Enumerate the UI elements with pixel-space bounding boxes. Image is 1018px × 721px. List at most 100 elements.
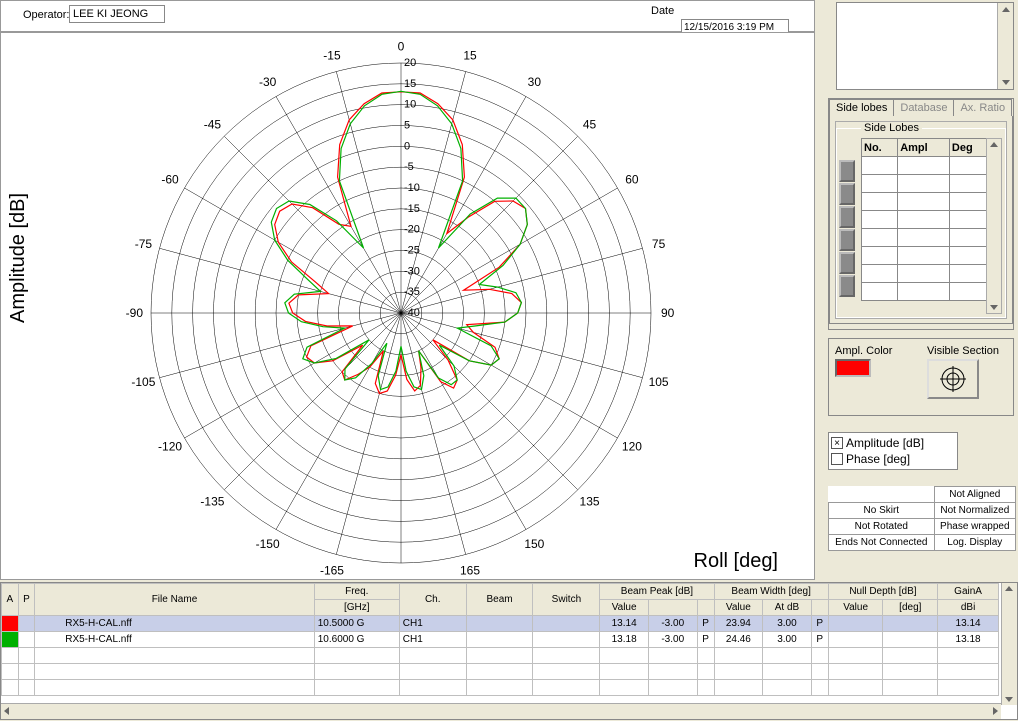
svg-text:165: 165 xyxy=(460,564,480,575)
notes-textbox[interactable] xyxy=(836,2,1014,90)
status-cell: No Skirt xyxy=(829,503,935,519)
status-cell: Ends Not Connected xyxy=(829,535,935,551)
sidelobes-legend: Side Lobes xyxy=(861,122,922,134)
crosshair-icon xyxy=(940,366,966,392)
svg-text:60: 60 xyxy=(625,173,639,187)
svg-text:-105: -105 xyxy=(131,375,155,389)
col-nulldepth[interactable]: Null Depth [dB] xyxy=(828,584,937,600)
col-gaina[interactable]: GainA xyxy=(938,584,999,600)
table-row[interactable]: RX5-H-CAL.nff10.5000 GCH113.14-3.00P23.9… xyxy=(2,616,999,632)
status-grid: Not Aligned No SkirtNot Normalized Not R… xyxy=(828,486,1016,551)
ampl-color-swatch[interactable] xyxy=(835,359,871,377)
sidelobe-button[interactable] xyxy=(839,160,855,182)
svg-text:-20: -20 xyxy=(404,224,420,236)
svg-text:0: 0 xyxy=(398,39,405,53)
col-bw-p[interactable] xyxy=(811,600,828,616)
check-amplitude-label: Amplitude [dB] xyxy=(846,436,924,450)
svg-text:-180: -180 xyxy=(389,573,413,575)
svg-text:-45: -45 xyxy=(204,117,222,131)
svg-text:-135: -135 xyxy=(200,495,224,509)
svg-text:0: 0 xyxy=(404,140,410,152)
svg-text:150: 150 xyxy=(524,537,544,551)
visible-section-button[interactable] xyxy=(927,359,979,399)
table-row[interactable] xyxy=(2,680,999,696)
scrollbar-horizontal[interactable] xyxy=(1,703,1001,719)
svg-text:-30: -30 xyxy=(259,75,277,89)
date-label: Date xyxy=(651,5,674,17)
col-bp-p[interactable] xyxy=(697,600,714,616)
header-bar: Operator: Date xyxy=(0,0,815,32)
table-row[interactable]: RX5-H-CAL.nff10.6000 GCH113.18-3.00P24.4… xyxy=(2,632,999,648)
tab-axratio[interactable]: Ax. Ratio xyxy=(953,99,1012,116)
col-freq[interactable]: Freq. xyxy=(314,584,399,600)
check-phase[interactable]: Phase [deg] xyxy=(831,451,955,467)
table-row[interactable] xyxy=(2,648,999,664)
check-amplitude[interactable]: × Amplitude [dB] xyxy=(831,435,955,451)
col-switch[interactable]: Switch xyxy=(533,584,600,616)
checkbox-icon: × xyxy=(831,437,843,449)
scrollbar-vertical[interactable] xyxy=(986,138,1002,314)
status-cell: Phase wrapped xyxy=(934,519,1015,535)
svg-text:-10: -10 xyxy=(404,182,420,194)
tab-sidelobes[interactable]: Side lobes xyxy=(829,99,894,116)
table-row[interactable] xyxy=(2,664,999,680)
col-ga-dbi[interactable]: dBi xyxy=(938,600,999,616)
sidelobe-button[interactable] xyxy=(839,206,855,228)
sidelobe-button[interactable] xyxy=(839,275,855,297)
svg-text:-5: -5 xyxy=(404,161,414,173)
y-axis-label: Amplitude [dB] xyxy=(7,193,30,323)
col-beampeak[interactable]: Beam Peak [dB] xyxy=(600,584,714,600)
svg-text:10: 10 xyxy=(404,99,416,111)
sidelobe-button[interactable] xyxy=(839,252,855,274)
right-panel: Side lobes Database Ax. Ratio Side Lobes… xyxy=(818,0,1018,580)
col-bw-value[interactable]: Value xyxy=(714,600,763,616)
col-beam[interactable]: Beam xyxy=(466,584,533,616)
svg-text:-150: -150 xyxy=(256,537,280,551)
amplitude-color-box: Ampl. Color Visible Section xyxy=(828,338,1014,416)
col-bw-atdb[interactable]: At dB xyxy=(763,600,812,616)
svg-text:5: 5 xyxy=(404,120,410,132)
col-bp-n[interactable] xyxy=(648,600,697,616)
polar-chart: 20151050-5-10-15-20-25-30-35-40-180-165-… xyxy=(51,39,791,575)
col-deg: Deg xyxy=(949,139,990,157)
svg-text:120: 120 xyxy=(622,439,642,453)
col-bp-value[interactable]: Value xyxy=(600,600,649,616)
scrollbar-vertical[interactable] xyxy=(1001,583,1017,705)
sidelobe-button[interactable] xyxy=(839,183,855,205)
sidelobe-buttons xyxy=(839,160,855,297)
svg-text:-75: -75 xyxy=(135,237,153,251)
svg-text:15: 15 xyxy=(463,48,477,62)
col-nd-value[interactable]: Value xyxy=(828,600,883,616)
col-freq-unit[interactable]: [GHz] xyxy=(314,600,399,616)
svg-text:-120: -120 xyxy=(158,439,182,453)
svg-text:135: 135 xyxy=(580,495,600,509)
svg-text:-15: -15 xyxy=(404,203,420,215)
sidelobe-button[interactable] xyxy=(839,229,855,251)
status-cell: Not Rotated xyxy=(829,519,935,535)
trace-checkboxes: × Amplitude [dB] Phase [deg] xyxy=(828,432,958,470)
scrollbar-vertical[interactable] xyxy=(997,3,1013,89)
visible-section-label: Visible Section xyxy=(927,345,999,357)
polar-chart-pane: Amplitude [dB] Roll [deg] 20151050-5-10-… xyxy=(0,32,815,580)
status-cell: Log. Display xyxy=(934,535,1015,551)
svg-text:-15: -15 xyxy=(323,48,341,62)
operator-field[interactable] xyxy=(69,5,165,23)
svg-text:105: 105 xyxy=(649,375,669,389)
svg-text:-165: -165 xyxy=(320,564,344,575)
svg-text:20: 20 xyxy=(404,57,416,69)
col-p[interactable]: P xyxy=(18,584,35,616)
svg-text:-90: -90 xyxy=(126,306,144,320)
status-cell: Not Normalized xyxy=(934,503,1015,519)
svg-text:45: 45 xyxy=(583,117,597,131)
col-ch[interactable]: Ch. xyxy=(399,584,466,616)
check-phase-label: Phase [deg] xyxy=(846,452,910,466)
col-a[interactable]: A xyxy=(2,584,19,616)
col-filename[interactable]: File Name xyxy=(35,584,315,616)
sidelobes-panel: Side Lobes No.AmplDeg xyxy=(829,116,1013,324)
status-cell: Not Aligned xyxy=(934,487,1015,503)
tab-database[interactable]: Database xyxy=(893,99,954,116)
col-beamwidth[interactable]: Beam Width [deg] xyxy=(714,584,828,600)
col-nd-deg[interactable]: [deg] xyxy=(883,600,938,616)
col-ampl: Ampl xyxy=(898,139,950,157)
operator-label: Operator: xyxy=(23,9,69,21)
